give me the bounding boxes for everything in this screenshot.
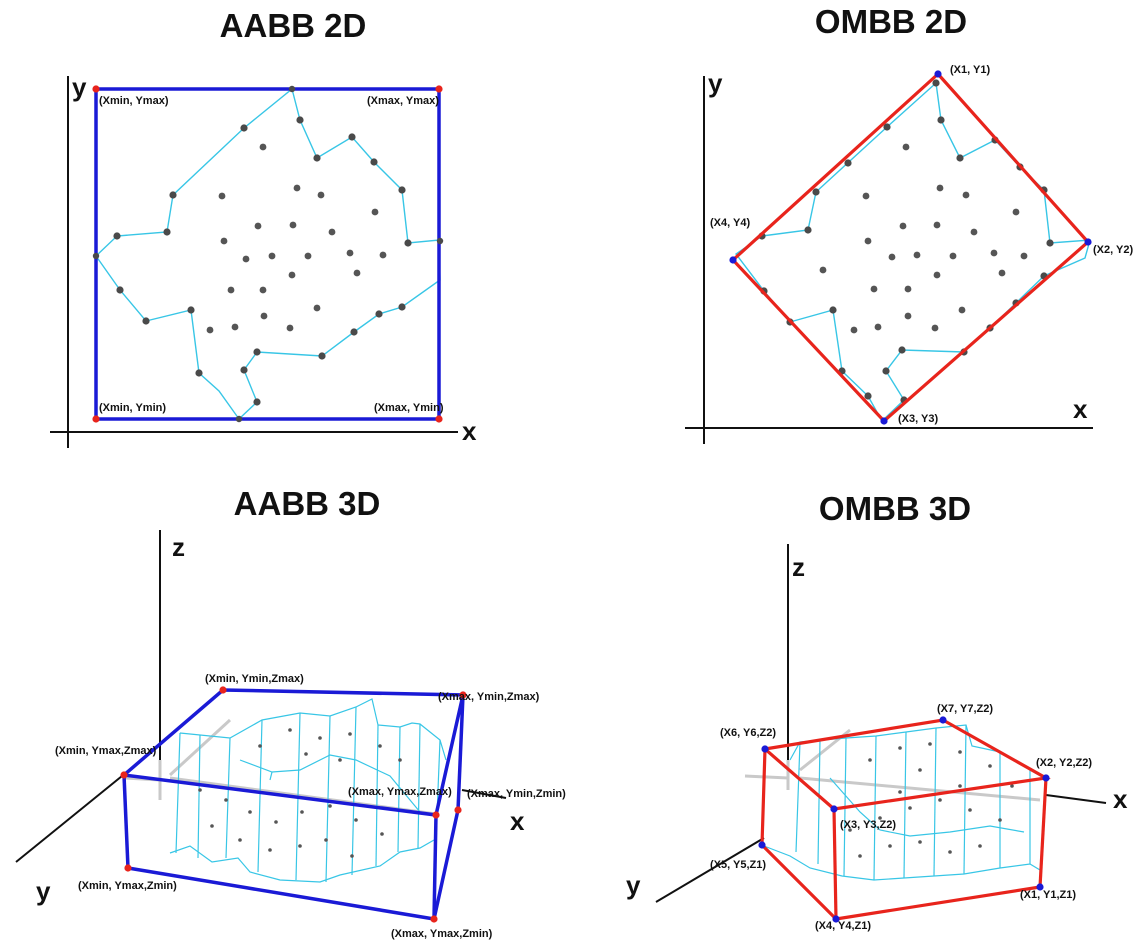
extruded-hull	[763, 724, 1045, 881]
convex-hull	[95, 87, 441, 421]
hull-vertices	[758, 79, 1054, 404]
y-axis	[15, 775, 123, 863]
hull-vertices	[113, 116, 412, 406]
corner-label-xmax-ymin-zmin: (Xmax, Ymin,Zmin)	[467, 788, 566, 800]
interior-points	[206, 143, 387, 334]
corner-label-x1-y1: (X1, Y1)	[950, 64, 990, 76]
panel-aabb-2d: AABB 2D y x	[50, 7, 477, 448]
y-axis-label: y	[708, 68, 723, 98]
corner-label-xmax-ymin-zmax: (Xmax, Ymin,Zmax)	[438, 691, 540, 703]
corner-label-x2-y2-z2: (X2, Y2,Z2)	[1036, 757, 1092, 769]
panel-ombb-3d: OMBB 3D z y x	[626, 490, 1128, 932]
ombb-2d-box	[730, 71, 1091, 424]
aabb-2d-box	[94, 87, 441, 421]
panel-title: OMBB 3D	[819, 490, 971, 527]
z-axis-label: z	[792, 552, 805, 582]
extruded-points	[198, 728, 402, 858]
ombb-3d-box	[760, 718, 1051, 921]
corner-label-x4-y4: (X4, Y4)	[710, 217, 750, 229]
corner-label-xmin-ymax: (Xmin, Ymax)	[99, 95, 169, 107]
box-corners	[92, 85, 444, 423]
corner-label-xmin-ymax-zmax: (Xmin, Ymax,Zmax)	[55, 745, 157, 757]
corner-label-xmin-ymin-zmax: (Xmin, Ymin,Zmax)	[205, 673, 304, 685]
convex-hull	[735, 81, 1091, 423]
y-axis-label: y	[626, 870, 641, 900]
corner-label-x4-y4-z1: (X4, Y4,Z1)	[815, 920, 871, 932]
corner-label-xmin-ymax-zmin: (Xmin, Ymax,Zmin)	[78, 880, 177, 892]
corner-label-x6-y6-z2: (X6, Y6,Z2)	[720, 727, 776, 739]
y-axis	[655, 837, 765, 903]
box-corners	[120, 686, 467, 923]
extruded-points	[848, 742, 1014, 858]
corner-label-x3-y3-z2: (X3, Y3,Z2)	[840, 819, 896, 831]
x-axis	[461, 789, 507, 799]
corner-label-xmax-ymax-zmin: (Xmax, Ymax,Zmin)	[391, 928, 493, 940]
x-axis-label: x	[462, 416, 477, 446]
y-axis-label: y	[36, 876, 51, 906]
y-axis-label: y	[72, 72, 87, 102]
panel-title: AABB 3D	[234, 485, 381, 522]
corner-label-x2-y2: (X2, Y2)	[1093, 244, 1133, 256]
corner-label-x1-y1-z1: (X1, Y1,Z1)	[1020, 889, 1076, 901]
corner-label-x7-y7-z2: (X7, Y7,Z2)	[937, 703, 993, 715]
corner-label-x5-y5-z1: (X5, Y5,Z1)	[710, 859, 766, 871]
z-axis-label: z	[172, 532, 185, 562]
corner-label-xmin-ymin: (Xmin, Ymin)	[99, 402, 166, 414]
box-corners	[729, 70, 1092, 425]
corner-label-xmax-ymax-zmax: (Xmax, Ymax,Zmax)	[348, 786, 452, 798]
x-axis	[1045, 794, 1107, 804]
x-axis-label: x	[510, 806, 525, 836]
interior-points	[819, 143, 1028, 334]
panel-title: OMBB 2D	[815, 3, 967, 40]
panel-title: AABB 2D	[220, 7, 367, 44]
box-corners	[758, 716, 1050, 923]
x-axis-label: x	[1073, 394, 1088, 424]
panel-ombb-2d: OMBB 2D y x	[685, 3, 1133, 444]
corner-label-xmax-ymax: (Xmax, Ymax)	[367, 95, 439, 107]
panel-aabb-3d: AABB 3D z y x	[15, 485, 566, 940]
x-axis-label: x	[1113, 784, 1128, 814]
corner-label-x3-y3: (X3, Y3)	[898, 413, 938, 425]
corner-label-xmax-ymin: (Xmax, Ymin)	[374, 402, 444, 414]
